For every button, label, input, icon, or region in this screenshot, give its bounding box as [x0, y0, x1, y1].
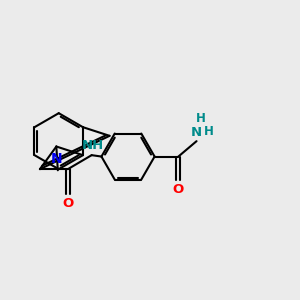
- Text: H: H: [196, 112, 206, 125]
- Text: N: N: [50, 152, 62, 166]
- Text: O: O: [173, 183, 184, 196]
- Text: H: H: [204, 124, 214, 138]
- Text: N: N: [191, 126, 202, 139]
- Text: NH: NH: [82, 139, 104, 152]
- Text: O: O: [62, 197, 74, 210]
